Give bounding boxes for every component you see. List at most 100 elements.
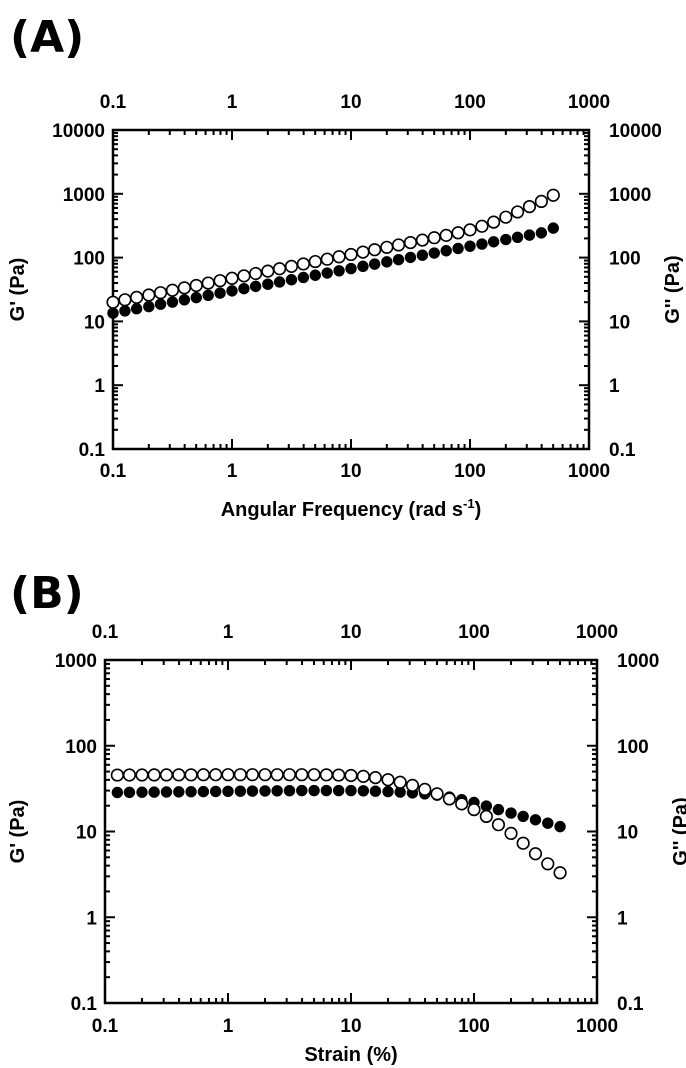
data-point [258, 768, 272, 782]
data-point [106, 295, 120, 309]
data-point [463, 223, 477, 237]
data-point [245, 768, 260, 782]
panel-b-ytick-label-right: 1 [617, 908, 628, 929]
data-point [405, 778, 420, 792]
data-point [428, 247, 440, 259]
panel-a-xtick-label-top: 1000 [568, 92, 610, 113]
data-point [237, 269, 251, 283]
data-point [344, 247, 358, 262]
data-point [546, 188, 560, 202]
data-point [196, 768, 211, 782]
data-point [118, 293, 132, 307]
panel-a-xtick-label-top: 10 [340, 92, 361, 113]
panel-a-ytick-label-left: 1000 [63, 185, 105, 206]
data-point [357, 785, 370, 797]
data-point [296, 784, 308, 797]
data-point [185, 786, 197, 798]
data-point [307, 768, 321, 782]
panel-a-label: (A) [10, 12, 85, 63]
panel-a-ytick-label-right: 1000 [609, 185, 651, 206]
data-point [476, 238, 488, 250]
panel-b-ytick-label-left: 1000 [55, 651, 97, 672]
data-point [467, 803, 481, 817]
data-point [452, 242, 464, 255]
panel-a-ytick-label-right: 10000 [609, 121, 662, 142]
panel-a-xtick-label-top: 1 [227, 92, 238, 113]
panel-b-xtick-label-bottom: 10 [340, 1016, 361, 1037]
data-point [516, 836, 530, 850]
data-point [261, 264, 275, 278]
panel-a-ytick-label-right: 100 [609, 249, 641, 270]
data-point [270, 768, 284, 782]
panel-a-xtick-label-bottom: 1000 [568, 461, 610, 482]
panel-b-xtick-label-top: 1000 [576, 622, 618, 643]
data-point [479, 809, 493, 824]
data-point [491, 818, 506, 832]
data-point [201, 276, 215, 290]
data-point [153, 286, 168, 300]
panel-a-series-g-double-prime [106, 188, 560, 309]
panel-b-ytick-label-right: 10 [617, 823, 638, 844]
panel-b-y-axis-title-right: G'' (Pa) [670, 797, 686, 865]
panel-b-xtick-label-top: 0.1 [92, 622, 119, 643]
panel-b-ytick-label-right: 0.1 [617, 994, 644, 1015]
data-point [369, 785, 382, 797]
data-point [189, 278, 203, 293]
data-point [487, 236, 500, 248]
data-point [541, 857, 555, 871]
data-point [284, 259, 299, 273]
data-point [332, 768, 346, 782]
data-point [492, 803, 505, 816]
data-point [404, 251, 417, 264]
data-point [511, 231, 524, 244]
panel-b-ytick-label-left: 0.1 [71, 994, 98, 1015]
panel-b-plot-frame [103, 658, 599, 1005]
data-point [130, 290, 144, 304]
panel-a-xtick-label-top: 0.1 [100, 92, 127, 113]
data-point [499, 210, 513, 224]
panel-a-ytick-label-right: 1 [609, 376, 620, 397]
data-point [222, 785, 234, 798]
data-point [190, 291, 202, 304]
data-point [110, 768, 124, 782]
panel-b-xtick-label-top: 1 [223, 622, 234, 643]
panel-a-ytick-label-right: 0.1 [609, 440, 636, 461]
data-point [403, 235, 418, 250]
data-point [333, 265, 345, 277]
data-point [381, 773, 395, 787]
data-point [553, 866, 567, 880]
panel-a-y-axis-title-left: G' (Pa) [7, 258, 29, 322]
panel-b-ytick-label-right: 1000 [617, 651, 659, 672]
data-point [464, 240, 476, 252]
data-point [285, 274, 298, 286]
data-point [480, 800, 493, 812]
panel-a-xtick-label-bottom: 1 [227, 461, 238, 482]
data-point [154, 298, 167, 310]
panel-b-xtick-label-top: 100 [458, 622, 490, 643]
data-point [345, 784, 357, 797]
data-point [381, 256, 393, 268]
panel-a-ytick-label-left: 0.1 [79, 440, 106, 461]
panel-a-ytick-label-left: 10 [84, 312, 105, 333]
data-point [391, 238, 406, 252]
data-point [202, 289, 214, 302]
data-point [418, 782, 432, 796]
data-point [393, 775, 407, 789]
data-point [271, 785, 283, 797]
data-point [107, 307, 119, 319]
data-point [380, 240, 394, 254]
panel-a-x-axis-title: Angular Frequency (rad s-1) [221, 496, 482, 521]
panel-a-y-axis-title-right: G'' (Pa) [662, 255, 684, 323]
data-point [455, 797, 469, 811]
data-point [234, 785, 247, 797]
data-point [382, 785, 394, 798]
data-point [523, 229, 536, 241]
data-point [197, 785, 210, 798]
panel-b-ytick-label-left: 10 [76, 823, 97, 844]
panel-b-series-g-double-prime [110, 768, 567, 880]
data-point [273, 276, 286, 288]
data-point [259, 785, 271, 797]
data-point [505, 807, 517, 819]
data-point [213, 274, 227, 288]
